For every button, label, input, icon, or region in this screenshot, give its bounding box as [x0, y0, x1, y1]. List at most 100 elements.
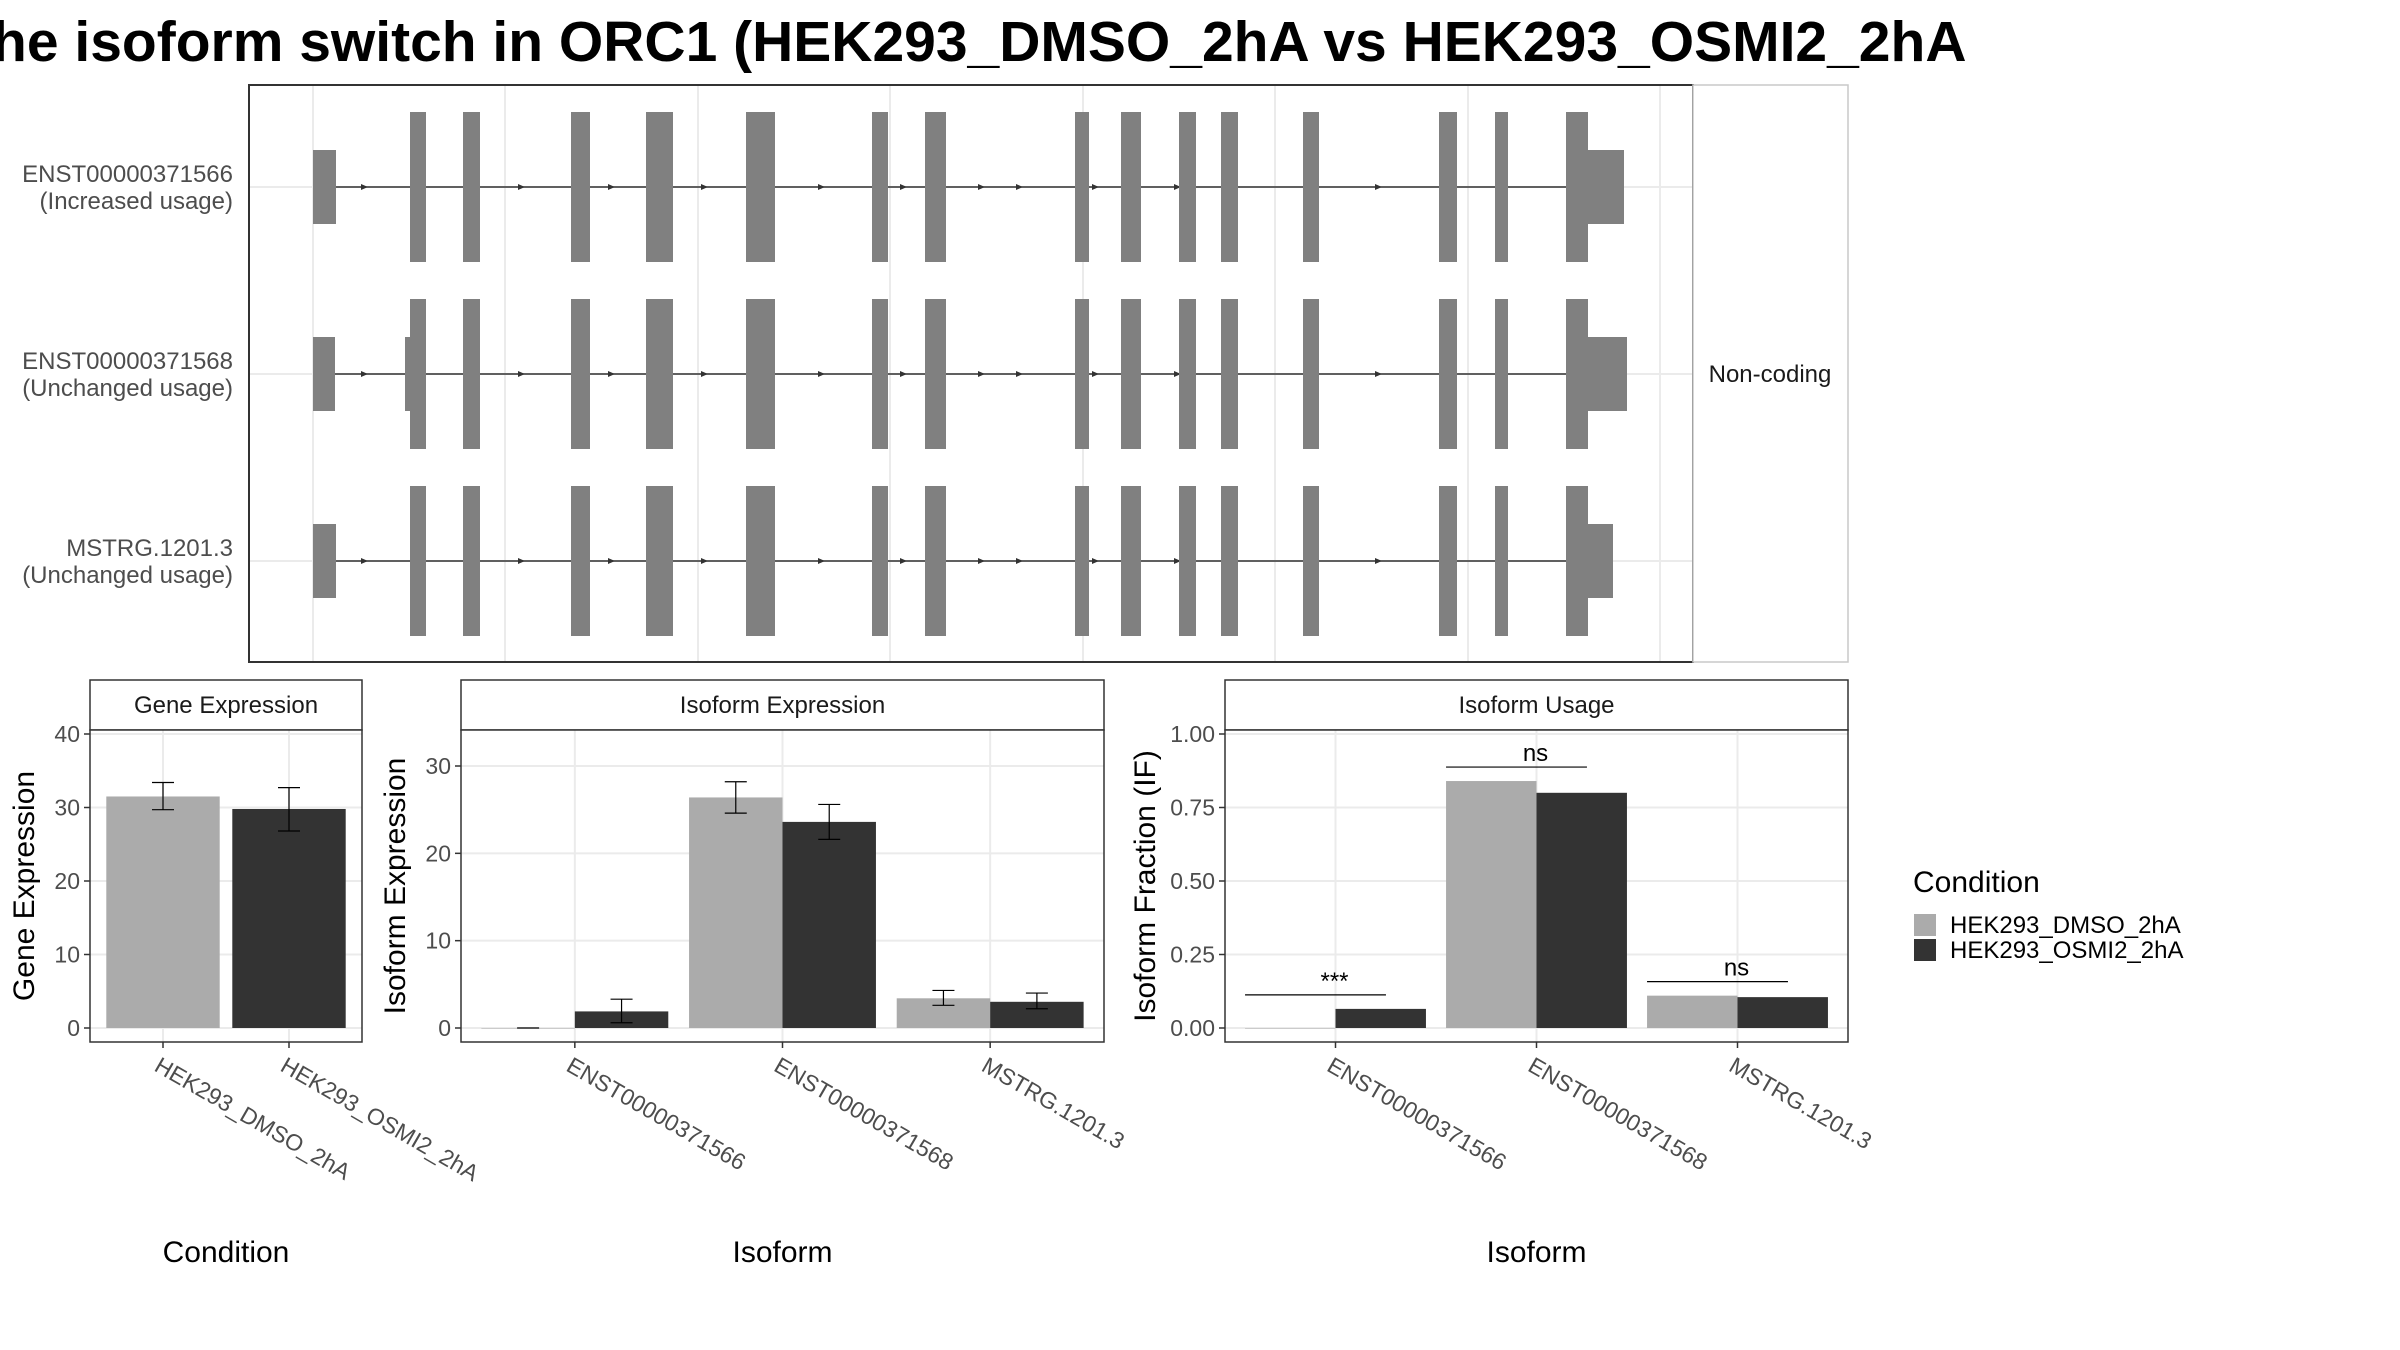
x-tick-label: MSTRG.1201.3	[1725, 1052, 1876, 1154]
strand-arrow	[1375, 558, 1382, 564]
exon-block	[1075, 299, 1089, 449]
exon-block	[1566, 299, 1588, 449]
strand-arrow	[361, 371, 368, 377]
structure-side-label: Non-coding	[1709, 361, 1832, 388]
exon-block	[1303, 299, 1319, 449]
exon-block	[1495, 112, 1508, 262]
utr-block	[1586, 150, 1624, 224]
isoform-expression-panel: Isoform Expression 0 10 20 30 ENST00000371566…	[379, 679, 1129, 1269]
strand-arrow	[1016, 558, 1023, 564]
exon-block	[872, 486, 888, 636]
exon-block	[463, 299, 480, 449]
exon-block	[1495, 486, 1508, 636]
exon-block	[1221, 486, 1238, 636]
y-tick-label: 10	[425, 928, 451, 954]
exon-block	[1439, 112, 1457, 262]
figure-title: he isoform switch in ORC1 (HEK293_DMSO_2…	[0, 10, 1967, 74]
transcript-track-3	[313, 486, 1613, 636]
exon-block	[1221, 299, 1238, 449]
y-axis-title: Isoform Fraction (IF)	[1129, 750, 1162, 1022]
strand-arrow	[978, 371, 985, 377]
strand-arrow	[608, 371, 615, 377]
exon-block	[1439, 299, 1457, 449]
strand-arrow	[978, 558, 985, 564]
exon-block	[1221, 112, 1238, 262]
strand-arrow	[818, 558, 825, 564]
significance-label: ***	[1320, 968, 1348, 995]
exon-block	[1075, 486, 1089, 636]
y-tick-label: 1.00	[1170, 721, 1215, 747]
exon-block	[925, 299, 946, 449]
legend: Condition HEK293_DMSO_2hA HEK293_OSMI2_2…	[1913, 866, 2183, 964]
y-tick-label: 0.25	[1170, 942, 1215, 968]
x-tick-label: MSTRG.1201.3	[978, 1052, 1129, 1154]
transcript-track-2	[313, 299, 1627, 449]
exon-block	[1179, 112, 1196, 262]
y-tick-label: 0.75	[1170, 795, 1215, 821]
strand-arrow	[701, 558, 708, 564]
bar	[1446, 781, 1537, 1028]
strand-arrow	[701, 371, 708, 377]
structure-tracks	[313, 112, 1627, 636]
x-tick-label: ENST00000371566	[1323, 1052, 1511, 1176]
exon-block	[1121, 299, 1141, 449]
transcript-label-1-id: ENST00000371566	[22, 161, 233, 188]
x-axis-title: Condition	[163, 1236, 290, 1269]
transcript-label-3-usage: (Unchanged usage)	[22, 562, 233, 589]
x-tick-label: HEK293_OSMI2_2hA	[277, 1052, 484, 1187]
strand-arrow	[1375, 184, 1382, 190]
exon-block	[1303, 112, 1319, 262]
x-tick-label: ENST00000371566	[562, 1052, 750, 1176]
gene-expression-panel: Gene Expression010203040HEK293_DMSO_2hAH…	[8, 679, 484, 1269]
panel-border	[89, 729, 363, 1043]
exon-block	[463, 112, 480, 262]
exon-block	[1179, 486, 1196, 636]
transcript-track-1	[313, 112, 1624, 262]
legend-label-osmi: HEK293_OSMI2_2hA	[1950, 937, 2183, 964]
bar	[1536, 792, 1627, 1028]
bar	[782, 821, 876, 1028]
utr-block	[313, 524, 336, 598]
legend-title: Condition	[1913, 866, 2040, 899]
structure-side-strip	[1692, 84, 1849, 663]
bar	[1335, 1008, 1426, 1028]
exon-block	[1075, 112, 1089, 262]
strand-arrow	[608, 558, 615, 564]
y-tick-label: 0	[438, 1015, 451, 1041]
exon-block	[646, 299, 673, 449]
x-axis-title: Isoform	[732, 1236, 832, 1269]
exon-block	[1495, 299, 1508, 449]
strand-arrow	[900, 371, 907, 377]
exon-block	[1179, 299, 1196, 449]
strand-arrow	[1375, 371, 1382, 377]
exon-block	[463, 486, 480, 636]
exon-block	[1566, 486, 1588, 636]
strand-arrow	[1016, 184, 1023, 190]
y-tick-label: 20	[425, 840, 451, 866]
strand-arrow	[608, 184, 615, 190]
bar	[1647, 995, 1738, 1028]
strand-arrow	[1174, 184, 1181, 190]
exon-block	[1439, 486, 1457, 636]
transcript-label-2-usage: (Unchanged usage)	[22, 375, 233, 402]
exon-block	[571, 299, 590, 449]
exon-block	[410, 299, 426, 449]
exon-block	[746, 486, 775, 636]
bar	[106, 796, 220, 1028]
bar	[689, 797, 783, 1028]
transcript-label-2-id: ENST00000371568	[22, 348, 233, 375]
strand-arrow	[1174, 371, 1181, 377]
legend-label-dmso: HEK293_DMSO_2hA	[1950, 912, 2181, 939]
significance-label: ns	[1523, 740, 1548, 767]
exon-block	[872, 112, 888, 262]
exon-block	[571, 486, 590, 636]
panel-strip	[89, 679, 363, 731]
exon-block	[410, 112, 426, 262]
exon-block	[746, 112, 775, 262]
strand-arrow	[518, 371, 525, 377]
strand-arrow	[1092, 371, 1099, 377]
strand-arrow	[518, 184, 525, 190]
exon-block	[872, 299, 888, 449]
x-tick-label: ENST00000371568	[1524, 1052, 1712, 1176]
